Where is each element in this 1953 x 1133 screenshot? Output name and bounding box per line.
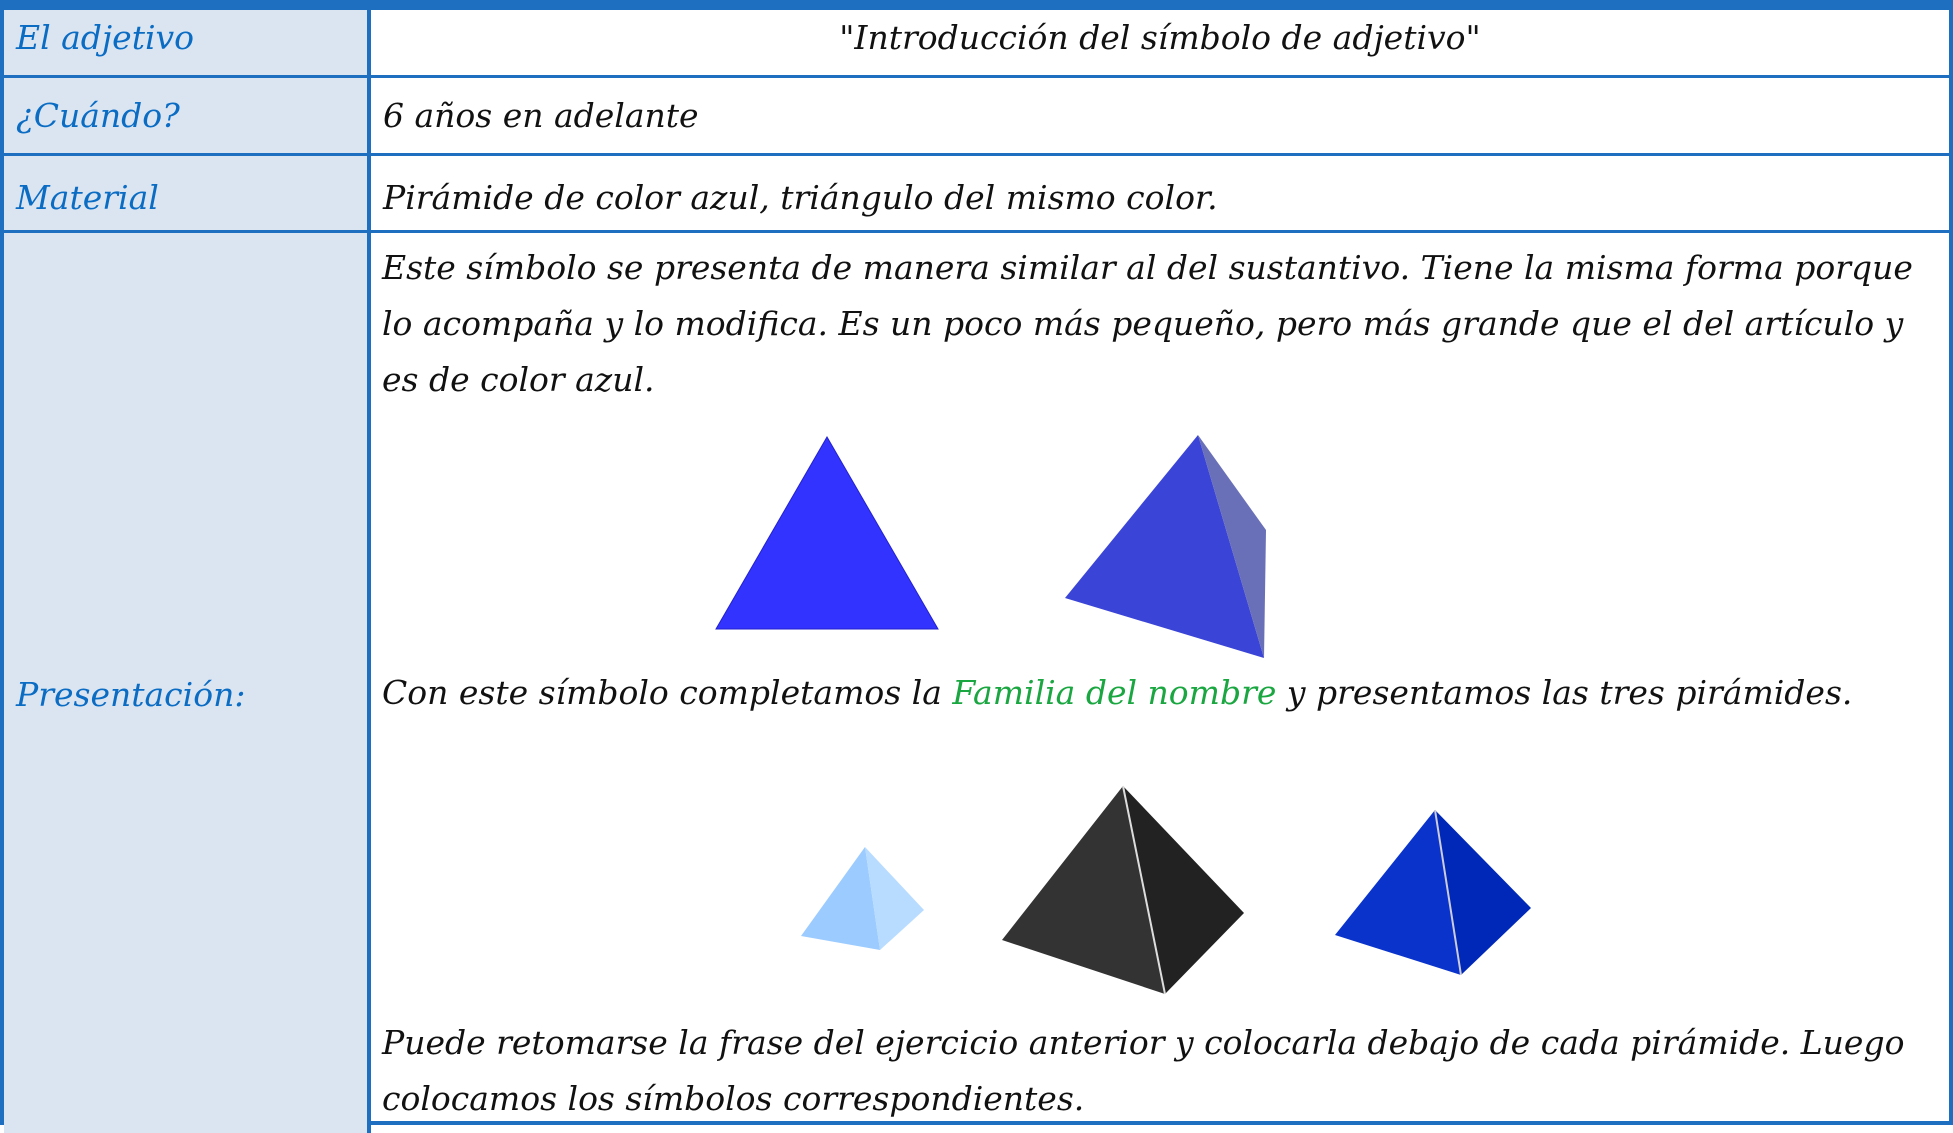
dark-blue-pyramid: [1335, 809, 1531, 976]
text: y presentamos las tres pirámides.: [1276, 673, 1853, 712]
blue-pyramid: [1065, 435, 1266, 658]
row-label: El adjetivo: [4, 10, 371, 78]
text: Con este símbolo completamos la: [382, 673, 953, 712]
row-label: Presentación:: [4, 233, 371, 1133]
row-label: Material: [4, 156, 371, 233]
row-content: 6 años en adelante: [371, 78, 1949, 156]
highlight: Familia del nombre: [952, 673, 1277, 712]
light-blue-pyramid: [801, 847, 924, 950]
paragraph: Puede retomarse la frase del ejercicio a…: [382, 1023, 1905, 1118]
title: "Introducción del símbolo de adjetivo": [371, 10, 1949, 78]
black-pyramid: [1002, 785, 1244, 995]
illustrations: [715, 435, 1531, 995]
row-content: Pirámide de color azul, triángulo del mi…: [371, 156, 1949, 233]
paragraph: Este símbolo se presenta de manera simil…: [382, 248, 1913, 399]
row-label: ¿Cuándo?: [4, 78, 371, 156]
triangle: [715, 436, 939, 630]
paragraph: Con este símbolo completamos la Familia …: [382, 665, 1927, 721]
